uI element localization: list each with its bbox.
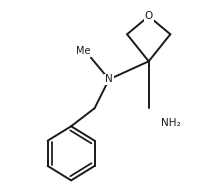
Text: N: N: [105, 74, 113, 84]
Text: Me: Me: [76, 46, 90, 56]
Text: NH₂: NH₂: [161, 118, 181, 128]
Text: O: O: [145, 11, 153, 21]
